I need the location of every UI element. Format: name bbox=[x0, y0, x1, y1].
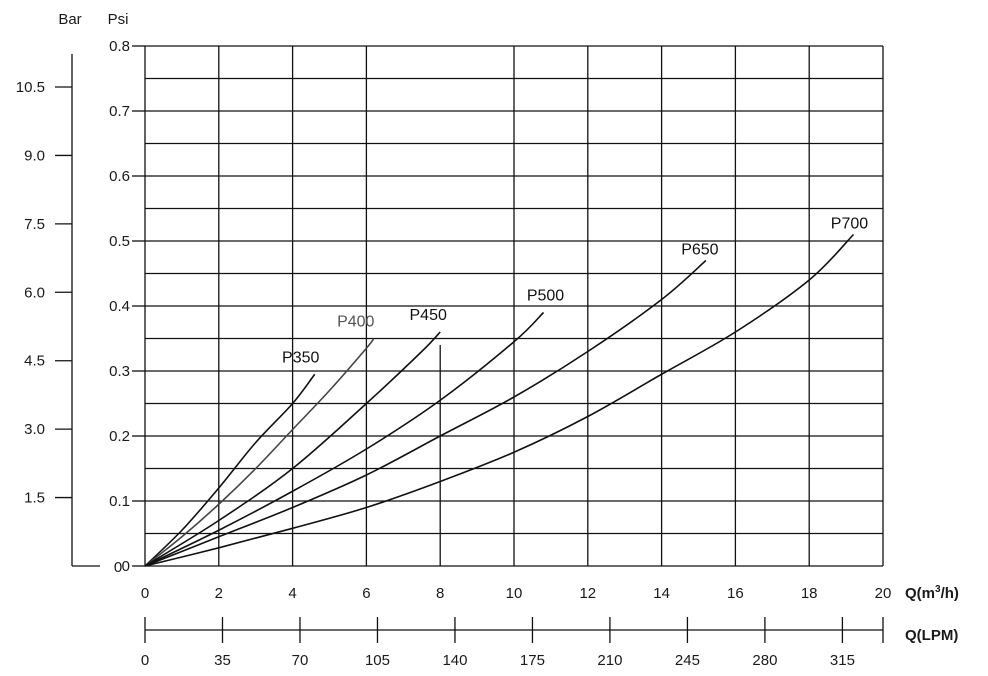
chart-grid bbox=[144, 45, 884, 567]
psi-tick-label: 0.2 bbox=[109, 428, 130, 445]
x-tick-label: 4 bbox=[288, 585, 296, 602]
psi-tick-label: 0.5 bbox=[109, 233, 130, 250]
curve-p400 bbox=[144, 338, 375, 567]
curve-label-p450: P450 bbox=[410, 307, 447, 324]
curve-p350 bbox=[144, 373, 316, 567]
curve-p500 bbox=[144, 311, 545, 567]
bar-tick-label: 3.0 bbox=[24, 421, 45, 438]
x-axis-title: Q(m3/h) bbox=[905, 584, 959, 602]
x-tick-label: 14 bbox=[653, 585, 670, 602]
psi-tick-label: 0.4 bbox=[109, 298, 130, 315]
psi-tick-label: 0.8 bbox=[109, 38, 130, 55]
lpm-tick-label: 0 bbox=[141, 652, 149, 669]
psi-axis-label: Psi bbox=[108, 11, 129, 28]
lpm-tick-label: 140 bbox=[442, 652, 467, 669]
bar-tick-label: 1.5 bbox=[24, 490, 45, 507]
lpm-tick-label: 245 bbox=[675, 652, 700, 669]
curve-label-p350: P350 bbox=[282, 349, 319, 366]
x-axis-title-sup: 3 bbox=[935, 584, 941, 595]
x-tick-label: 16 bbox=[727, 585, 744, 602]
curve-label-p700: P700 bbox=[831, 216, 868, 233]
lpm-tick-label: 175 bbox=[520, 652, 545, 669]
zero-label: 0 bbox=[114, 559, 122, 576]
curve-p700 bbox=[144, 233, 855, 567]
x-tick-label: 8 bbox=[436, 585, 444, 602]
lpm-tick-label: 70 bbox=[292, 652, 309, 669]
curve-label-p400: P400 bbox=[337, 314, 374, 331]
psi-tick-label: 0.6 bbox=[109, 168, 130, 185]
curve-p650 bbox=[144, 259, 707, 567]
lpm-tick-label: 35 bbox=[214, 652, 231, 669]
bar-tick-label: 6.0 bbox=[24, 284, 45, 301]
lpm-tick-label: 105 bbox=[365, 652, 390, 669]
curves-layer bbox=[144, 233, 855, 567]
psi-tick-label: 0.3 bbox=[109, 363, 130, 380]
bar-axis-label: Bar bbox=[58, 11, 81, 28]
lpm-axis-title: Q(LPM) bbox=[905, 627, 958, 644]
psi-tick-label: 0.1 bbox=[109, 493, 130, 510]
lpm-tick-label: 210 bbox=[597, 652, 622, 669]
chart-axes: 0 0.1 0.2 0.3 0.4 0.5 0.6 0.7 0.8 Psi 0 1.5 3.0 4.5 6.… bbox=[16, 11, 959, 669]
lpm-tick-label: 315 bbox=[830, 652, 855, 669]
curve-label-p650: P650 bbox=[681, 242, 718, 259]
bar-tick-label: 7.5 bbox=[24, 216, 45, 233]
x-tick-label: 6 bbox=[362, 585, 370, 602]
x-tick-label: 10 bbox=[506, 585, 523, 602]
x-tick-label: 0 bbox=[141, 585, 149, 602]
bar-tick-label: 4.5 bbox=[24, 353, 45, 370]
x-axis-title-end: /h) bbox=[941, 585, 959, 602]
psi-tick-label: 0.7 bbox=[109, 103, 130, 120]
bar-tick-label: 9.0 bbox=[24, 147, 45, 164]
curve-p450 bbox=[144, 331, 441, 567]
x-tick-label: 2 bbox=[215, 585, 223, 602]
x-tick-label: 20 bbox=[875, 585, 892, 602]
curve-label-p500: P500 bbox=[527, 288, 564, 305]
lpm-tick-label: 280 bbox=[752, 652, 777, 669]
psi-tick-label: 0 bbox=[122, 558, 130, 575]
x-tick-label: 12 bbox=[579, 585, 596, 602]
x-axis-title-main: Q(m bbox=[905, 585, 935, 602]
x-tick-label: 18 bbox=[801, 585, 818, 602]
labels-layer: P350 P400 P450 P500 P650 P700 bbox=[282, 216, 868, 367]
bar-tick-label: 10.5 bbox=[16, 79, 45, 96]
